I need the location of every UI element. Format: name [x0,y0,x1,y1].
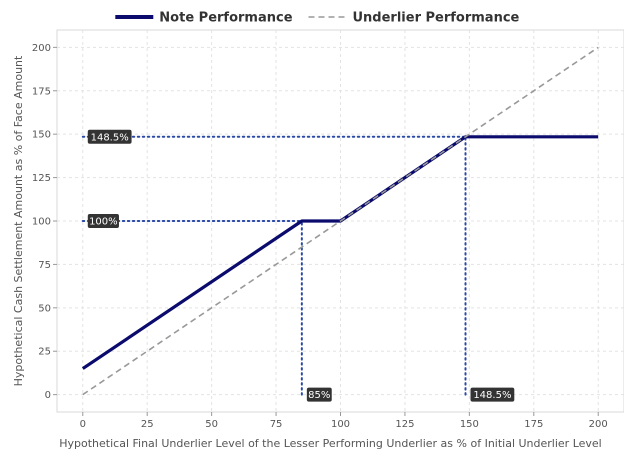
x-tick-label: 100 [331,419,350,430]
annotation-label: 85% [308,390,330,401]
y-tick-label: 75 [38,260,51,271]
y-tick-label: 50 [38,303,51,314]
y-tick-label: 175 [32,86,51,97]
x-tick-label: 25 [141,419,154,430]
x-axis-title: Hypothetical Final Underlier Level of th… [59,437,602,450]
y-tick-label: 200 [32,43,51,54]
x-tick-label: 150 [460,419,479,430]
x-tick-label: 125 [395,419,414,430]
x-tick-label: 75 [270,419,283,430]
annotation-label: 100% [89,217,118,228]
y-tick-label: 150 [32,130,51,141]
annotation-label: 148.5% [91,132,129,143]
x-tick-label: 200 [589,419,608,430]
x-tick-label: 0 [80,419,86,430]
y-tick-label: 100 [32,217,51,228]
legend-label: Underlier Performance [353,11,520,26]
legend-label: Note Performance [159,11,292,26]
annotation-badge-bg [87,214,119,228]
annotation-label: 148.5% [473,390,511,401]
legend-item-0: Note Performance [115,11,293,26]
y-tick-label: 25 [38,347,51,358]
y-tick-label: 125 [32,173,51,184]
y-tick-label: 0 [45,390,51,401]
x-tick-label: 50 [205,419,218,430]
annotations: 148.5% 100% 85% 148.5% [87,129,515,402]
annotation-badge: 148.5% [470,387,515,402]
series-line-1 [82,46,599,396]
reference-lines [81,135,467,396]
series-layer [81,46,599,396]
annotation-badge: 100% [87,214,119,228]
x-tick-label: 175 [524,419,543,430]
legend: Note Performance Underlier Performance [115,11,520,26]
axes: 0 25 50 75 100 125 150 175 200 0 25 50 75 100 125 150 17… [32,43,608,430]
annotation-badge-bg [470,387,515,402]
y-axis-title: Hypothetical Cash Settlement Amount as %… [12,55,25,386]
annotation-badge-bg [87,129,132,144]
legend-item-1: Underlier Performance [308,11,520,26]
annotation-badge: 148.5% [87,129,132,144]
annotation-badge-bg [306,387,332,402]
annotation-badge: 85% [306,387,332,402]
